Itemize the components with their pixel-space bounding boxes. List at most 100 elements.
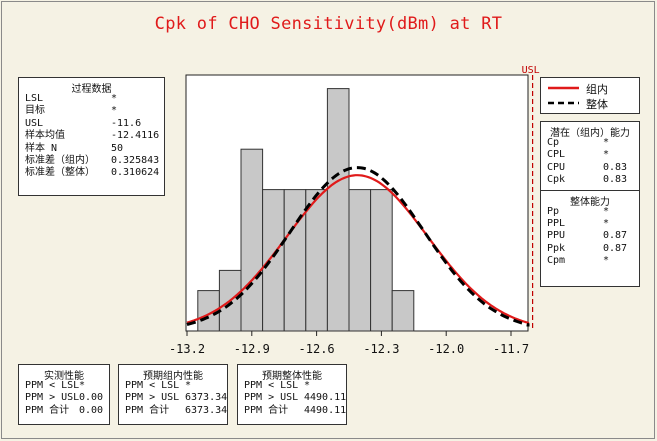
process-label: USL xyxy=(25,117,44,129)
process-value: * xyxy=(111,105,118,117)
within_cap-value: 0.83 xyxy=(603,161,628,173)
process-row: 目标 * xyxy=(19,105,164,117)
process-row: 标准差（整体） 0.310624 xyxy=(19,167,164,179)
legend-within-label: 组内 xyxy=(586,83,608,96)
overall-capability-rows: Pp * PPL * PPU 0.87 Ppk 0.87 Cpm * xyxy=(541,206,639,268)
x-tick-label: -12.6 xyxy=(299,342,335,356)
histogram-bar xyxy=(240,148,264,332)
histogram-bar xyxy=(391,290,415,332)
overall-curve xyxy=(186,166,530,327)
within_cap-label: CPU xyxy=(547,161,566,173)
expected-overall-rows: PPM < LSL * PPM > USL 4490.11 PPM 合计 4490.11 xyxy=(238,380,346,417)
overall_cap-value: 0.87 xyxy=(603,230,628,242)
observed-performance-box: 实测性能 PPM < LSL * PPM > USL 0.00 PPM 合计 0.00 xyxy=(18,364,110,425)
observed-label: PPM < LSL xyxy=(25,380,80,391)
exp_overall-row: PPM 合计 4490.11 xyxy=(238,405,346,417)
observed-row: PPM 合计 0.00 xyxy=(19,405,109,417)
x-tick-label: -12.3 xyxy=(363,342,399,356)
process-row: USL -11.6 xyxy=(19,118,164,130)
observed-value: 0.00 xyxy=(79,392,104,404)
within_cap-row: CPL * xyxy=(541,149,639,161)
process-row: LSL * xyxy=(19,93,164,105)
exp_within-row: PPM > USL 6373.34 xyxy=(119,392,227,404)
overall_cap-row: Ppk 0.87 xyxy=(541,243,639,255)
within_cap-label: Cpk xyxy=(547,174,566,186)
x-tick-label: -12.9 xyxy=(234,342,270,356)
exp_overall-value: 4490.11 xyxy=(304,392,347,404)
observed-label: PPM > USL xyxy=(25,392,80,404)
overall_cap-row: PPU 0.87 xyxy=(541,230,639,242)
process-value: 50 xyxy=(111,142,124,154)
exp_overall-label: PPM < LSL xyxy=(244,380,299,391)
overall_cap-row: Cpm * xyxy=(541,255,639,267)
within-capability-header: 潜在（组内）能力 xyxy=(550,128,630,139)
histogram-bar xyxy=(348,189,372,332)
histogram-bar xyxy=(326,88,350,332)
process-value: * xyxy=(111,93,118,104)
process-value: 0.310624 xyxy=(111,167,160,179)
process-label: 标准差（整体） xyxy=(25,167,95,179)
histogram-bar xyxy=(262,189,285,332)
overall_cap-value: * xyxy=(603,217,610,229)
overall_cap-value: 0.87 xyxy=(603,242,628,254)
process-data-box: 过程数据 LSL * 目标 * USL -11.6 样本均值 -12.4116 样本 N 50 标准… xyxy=(18,77,165,196)
within-capability-rows: Cp * CPL * CPU 0.83 Cpk 0.83 xyxy=(541,137,639,187)
overall_cap-label: PPU xyxy=(547,230,566,242)
histogram-bar xyxy=(370,189,393,332)
process-value: -12.4116 xyxy=(111,130,160,142)
exp_within-value: 6373.34 xyxy=(185,404,228,416)
overall_cap-value: * xyxy=(603,205,610,217)
capability-box: 潜在（组内）能力 Cp * CPL * CPU 0.83 Cpk 0.83 整体能力 Pp * P… xyxy=(540,121,640,287)
process-label: LSL xyxy=(25,93,44,104)
exp_within-value: 6373.34 xyxy=(185,392,228,404)
within_cap-row: Cpk 0.83 xyxy=(541,174,639,186)
legend-overall-label: 整体 xyxy=(586,98,608,111)
exp_within-value: * xyxy=(185,380,192,391)
process-data-rows: LSL * 目标 * USL -11.6 样本均值 -12.4116 样本 N 50 标准差（组内）… xyxy=(19,93,164,180)
within_cap-value: * xyxy=(603,149,610,161)
expected-within-box: 预期组内性能 PPM < LSL * PPM > USL 6373.34 PPM 合计 6… xyxy=(118,364,228,425)
process-data-header: 过程数据 xyxy=(71,84,112,95)
expected-within-rows: PPM < LSL * PPM > USL 6373.34 PPM 合计 6373.34 xyxy=(119,380,227,417)
exp_overall-row: PPM > USL 4490.11 xyxy=(238,392,346,404)
process-value: -11.6 xyxy=(111,117,142,129)
chart-title: Cpk of CHO Sensitivity(dBm) at RT xyxy=(154,14,503,34)
observed-label: PPM 合计 xyxy=(25,404,70,416)
overall_cap-label: Cpm xyxy=(547,255,566,267)
observed-value: 0.00 xyxy=(79,404,104,416)
overall-capability-header: 整体能力 xyxy=(570,196,610,208)
process-value: 0.325843 xyxy=(111,154,160,166)
histogram-bar xyxy=(305,189,328,332)
exp_overall-row: PPM < LSL * xyxy=(238,380,346,392)
exp_overall-value: * xyxy=(304,380,311,391)
observed-row: PPM > USL 0.00 xyxy=(19,392,109,404)
within_cap-value: 0.83 xyxy=(603,174,628,186)
overall_cap-label: Ppk xyxy=(547,242,566,254)
overall_cap-value: * xyxy=(603,255,610,267)
overall_cap-label: Pp xyxy=(547,205,560,217)
process-label: 目标 xyxy=(25,105,45,117)
process-label: 标准差（组内） xyxy=(25,154,95,166)
overall_cap-label: PPL xyxy=(547,217,566,229)
process-row: 样本 N 50 xyxy=(19,143,164,155)
expected-within-header: 预期组内性能 xyxy=(143,371,203,382)
process-row: 样本均值 -12.4116 xyxy=(19,130,164,142)
exp_overall-label: PPM > USL xyxy=(244,392,299,404)
process-label: 样本 N xyxy=(25,142,58,154)
exp_within-label: PPM < LSL xyxy=(125,380,180,391)
x-tick-label: -12.0 xyxy=(428,342,464,356)
usl-label: USL xyxy=(522,65,540,76)
x-tick-label: -11.7 xyxy=(493,342,529,356)
process-label: 样本均值 xyxy=(25,130,65,142)
x-tick-label: -13.2 xyxy=(169,342,205,356)
within_cap-label: CPL xyxy=(547,149,566,161)
within_cap-label: Cp xyxy=(547,137,560,148)
observed-row: PPM < LSL * xyxy=(19,380,109,392)
within_cap-row: Cp * xyxy=(541,137,639,149)
observed-performance-header: 实测性能 xyxy=(44,371,84,382)
exp_within-row: PPM 合计 6373.34 xyxy=(119,405,227,417)
legend: 组内 整体 xyxy=(540,77,640,114)
within_cap-value: * xyxy=(603,137,610,148)
